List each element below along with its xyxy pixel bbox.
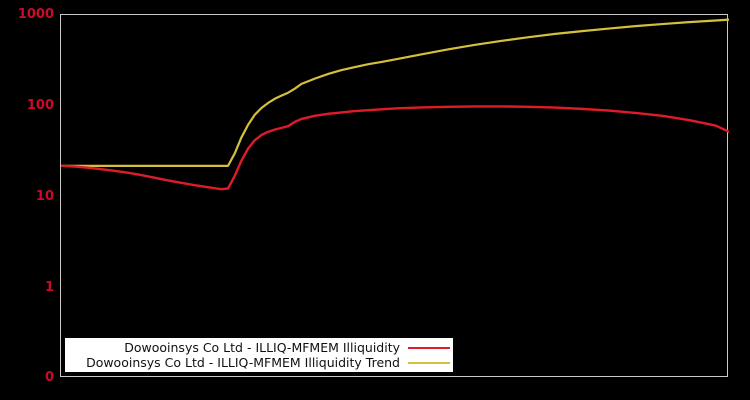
chart-legend: Dowooinsys Co Ltd - ILLIQ-MFMEM Illiquid… [65, 338, 453, 372]
line-series-illiquidity [61, 105, 729, 191]
y-tick-1: 1 [44, 280, 54, 295]
y-tick-0: 0 [44, 370, 54, 385]
y-tick-1000: 1000 [17, 7, 54, 22]
series-canvas [61, 18, 729, 191]
legend-item-illiquidity-trend[interactable]: Dowooinsys Co Ltd - ILLIQ-MFMEM Illiquid… [65, 355, 453, 370]
y-tick-100: 100 [26, 98, 54, 113]
plot-area [60, 14, 729, 377]
legend-item-illiquidity[interactable]: Dowooinsys Co Ltd - ILLIQ-MFMEM Illiquid… [65, 340, 453, 355]
y-axis-tick-labels: 1000 100 10 1 0 [0, 0, 54, 400]
legend-label-illiquidity-trend: Dowooinsys Co Ltd - ILLIQ-MFMEM Illiquid… [86, 355, 400, 370]
legend-swatch-illiquidity [408, 346, 450, 349]
legend-swatch-illiquidity-trend [408, 361, 450, 364]
line-series-trend [61, 18, 729, 167]
y-tick-10: 10 [35, 189, 54, 204]
legend-label-illiquidity: Dowooinsys Co Ltd - ILLIQ-MFMEM Illiquid… [124, 340, 400, 355]
